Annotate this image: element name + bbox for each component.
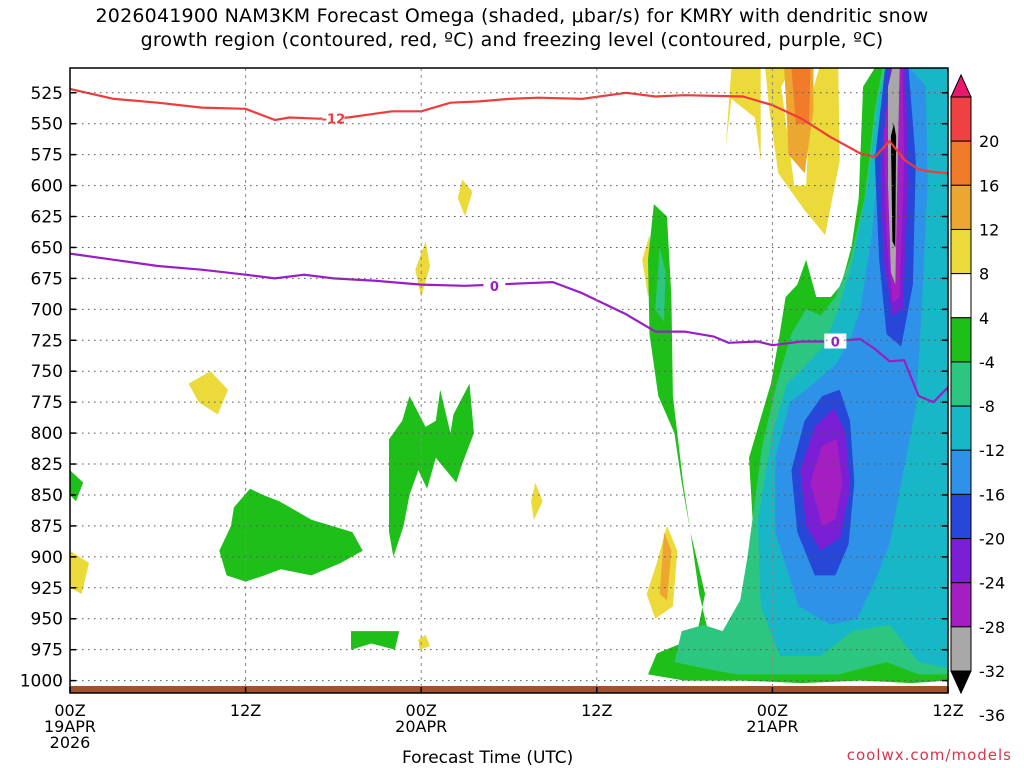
y-tick-label: 675	[31, 269, 63, 289]
y-tick-label: 625	[31, 208, 63, 228]
colorbar-label: 12	[979, 220, 999, 239]
colorbar-segment	[950, 493, 972, 540]
grid-lines	[70, 68, 948, 693]
colorbar-segment	[950, 582, 972, 628]
y-tick-label: 950	[31, 610, 63, 630]
colorbar-label: -20	[979, 530, 1005, 549]
x-tick-label: 21APR	[746, 717, 798, 736]
colorbar-segment	[950, 317, 972, 363]
colorbar-label: -8	[979, 397, 995, 416]
colorbar-segment	[950, 96, 972, 142]
y-tick-label: 825	[31, 455, 63, 475]
colorbar-label: -36	[979, 706, 1005, 725]
y-tick-label: 875	[31, 517, 63, 537]
colorbar-label: -12	[979, 441, 1005, 460]
colorbar-label: -32	[979, 662, 1005, 681]
x-tick-label: 2026	[50, 733, 91, 752]
colorbar-segment	[950, 140, 972, 186]
y-tick-label: 1000	[20, 672, 63, 692]
x-tick-label: 20APR	[395, 717, 447, 736]
colorbar-segment	[950, 626, 972, 672]
y-tick-label: 700	[31, 300, 63, 320]
colorbar: 20 16 12 8 4 -4 -8 -12 -16 -20 -24 -28 -32 -36	[950, 73, 1005, 725]
x-axis-title: Forecast Time (UTC)	[402, 748, 574, 768]
y-tick-label: 850	[31, 486, 63, 506]
plot-frame	[69, 67, 949, 694]
colorbar-label: 8	[979, 265, 989, 284]
surface-ground-strip	[70, 686, 948, 693]
y-tick-label: 725	[31, 331, 63, 351]
omega-cell	[418, 634, 430, 650]
omega-cell	[457, 179, 473, 217]
plot-clip-group: -12 0 0	[70, 68, 948, 693]
colorbar-segment	[950, 405, 972, 451]
colorbar-label: 4	[979, 309, 989, 328]
colorbar-segment	[950, 273, 972, 319]
colorbar-label: -24	[979, 574, 1005, 593]
contour-label-minus12-bg	[322, 110, 345, 126]
omega-cell	[188, 371, 228, 415]
y-tick-label: 775	[31, 393, 63, 413]
y-tick-label: 800	[31, 424, 63, 444]
colorbar-label: -28	[979, 618, 1005, 637]
contour-label-zero-2-bg	[824, 333, 847, 349]
colorbar-label: -4	[979, 353, 995, 372]
y-tick-label: 900	[31, 548, 63, 568]
x-tick-label: 12Z	[581, 701, 612, 720]
omega-cell	[659, 532, 672, 601]
colorbar-label: -16	[979, 485, 1005, 504]
omega-cell	[725, 68, 761, 161]
omega-cell	[415, 241, 430, 297]
chart-title: 2026041900 NAM3KM Forecast Omega (shaded…	[0, 4, 1024, 52]
x-tick-label: 12Z	[932, 701, 963, 720]
colorbar-segment	[950, 73, 972, 98]
colorbar-segment	[950, 361, 972, 407]
omega-cell	[655, 247, 666, 322]
y-tick-label: 600	[31, 177, 63, 197]
y-tick-label: 975	[31, 641, 63, 661]
x-tick-label: 19APR	[44, 717, 96, 736]
chart-title-line1: 2026041900 NAM3KM Forecast Omega (shaded…	[95, 5, 929, 27]
omega-cell	[219, 488, 363, 582]
contour-line	[70, 87, 948, 175]
y-tick-label: 550	[31, 115, 63, 135]
x-tick-label: 00Z	[406, 701, 437, 720]
plot-area: -12 0 0	[70, 68, 948, 693]
omega-cell	[810, 439, 843, 526]
contour-label-zero-1-bg	[483, 277, 506, 293]
x-tick-label: 00Z	[54, 701, 85, 720]
omega-cell	[791, 68, 811, 124]
y-tick-label: 650	[31, 238, 63, 258]
contour-label-zero-1: 0	[490, 280, 499, 295]
omega-cell	[531, 482, 543, 520]
y-tick-label: 525	[31, 84, 63, 104]
y-tick-label: 750	[31, 362, 63, 382]
colorbar-segment	[950, 228, 972, 275]
colorbar-label: 20	[979, 132, 999, 151]
colorbar-segment	[950, 449, 972, 495]
omega-cell	[351, 631, 400, 650]
colorbar-label: 16	[979, 176, 999, 195]
omega-shading	[70, 68, 948, 684]
x-tick-label: 00Z	[757, 701, 788, 720]
omega-cell	[70, 550, 89, 594]
axes: 525 550 575 600 625 650 675 700 725 750 775 800 825 8…	[20, 67, 964, 752]
contour-label-zero-2: 0	[831, 336, 840, 351]
omega-cell	[70, 470, 84, 502]
credit-text: coolwx.com/models	[846, 746, 1012, 764]
colorbar-segment	[950, 538, 972, 584]
colorbar-segment	[950, 670, 972, 695]
chart-title-line2: growth region (contoured, red, ºC) and f…	[140, 29, 884, 51]
x-tick-label: 12Z	[230, 701, 261, 720]
contour-label-minus12: -12	[322, 113, 346, 128]
y-tick-label: 925	[31, 579, 63, 599]
y-tick-label: 575	[31, 146, 63, 166]
colorbar-segment	[950, 184, 972, 230]
omega-cell	[389, 383, 474, 557]
